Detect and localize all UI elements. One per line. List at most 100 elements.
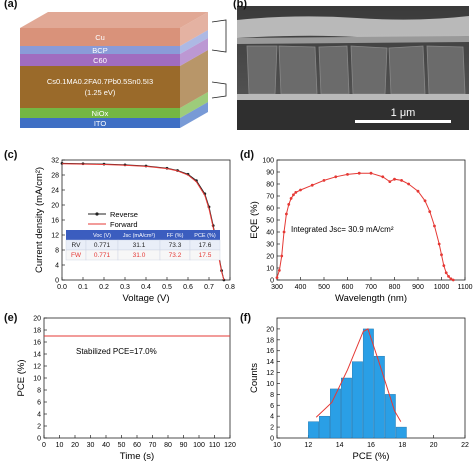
- x-tick-label: 80: [164, 442, 172, 449]
- jv-chart: 0.0 0.1 0.2 0.3 0.4 0.5 0.6 0.7 0.8 0 4 8 12 16 20 24 28…: [34, 158, 235, 305]
- x-tick-label: 16: [367, 442, 375, 449]
- y-tick-label: 12: [33, 364, 41, 371]
- histogram-bar: [319, 415, 330, 439]
- histogram-bar: [395, 426, 407, 439]
- table-header-text: FF (%): [167, 233, 184, 239]
- eqe-curve-point: [451, 278, 455, 282]
- legend-reverse-marker: [95, 212, 99, 216]
- y-tick-label: 24: [51, 188, 59, 195]
- y-tick-label: 18: [33, 328, 41, 335]
- x-tick-label: 110: [209, 442, 220, 449]
- panel-label-d: (d): [240, 149, 255, 161]
- histogram-bar: [362, 328, 374, 439]
- eqe-curve-point: [287, 203, 291, 206]
- eqe-curve-point: [275, 276, 279, 279]
- y-tick-label: 0: [270, 278, 274, 285]
- histogram-bar: [341, 377, 352, 439]
- x-tick-label: 50: [118, 442, 126, 449]
- legend-reverse-label: Reverse: [110, 210, 138, 219]
- plot-frame: [61, 159, 231, 281]
- eqe-curve-point: [449, 277, 453, 281]
- eqe-curve-point: [393, 177, 396, 181]
- x-tick-label: 800: [389, 284, 401, 291]
- x-tick-label: 20: [430, 442, 438, 449]
- table-cell-text: 17.5: [199, 252, 212, 259]
- x-tick-label: 0.6: [183, 284, 193, 291]
- y-axis-label: PCE (%): [16, 360, 27, 397]
- y-tick-label: 10: [266, 266, 274, 273]
- x-tick-label: 100: [193, 442, 205, 449]
- table-cell-text: 0.771: [94, 242, 111, 249]
- x-tick-label: 0.5: [162, 284, 172, 291]
- layer-front-5: [20, 118, 180, 128]
- histogram-bar: [351, 361, 363, 439]
- eqe-curve-point: [444, 271, 448, 275]
- eqe-curve-point: [310, 183, 314, 187]
- y-axis-label: Current density (mA/cm²): [34, 167, 45, 273]
- y-tick-label: 90: [266, 170, 274, 177]
- table-header-text: PCE (%): [194, 233, 216, 239]
- x-tick-label: 0.8: [225, 284, 235, 291]
- pce-histogram-chart: 10 12 14 16 18 20 22 0 2 4 6 8 10 12 14 16 18 20 PCE (%) Co…: [249, 317, 469, 462]
- eqe-curve-point: [433, 224, 436, 228]
- layer-side-1: [180, 30, 208, 54]
- forward-curve: [61, 163, 225, 281]
- y-tick-label: 16: [266, 348, 274, 355]
- eqe-curve-point: [381, 175, 385, 179]
- eqe-curve-point: [334, 175, 338, 179]
- y-tick-label: 14: [266, 359, 274, 366]
- gaussian-fit: [315, 328, 402, 422]
- layer-top-face: [20, 12, 208, 28]
- y-tick-label: 6: [37, 400, 41, 407]
- x-tick-label: 22: [461, 442, 469, 449]
- eqe-curve-point: [442, 264, 446, 267]
- y-tick-label: 12: [51, 233, 59, 240]
- y-tick-label: 4: [270, 414, 274, 421]
- y-tick-label: 80: [266, 182, 274, 189]
- stabilized-pce-chart: 0 10 20 30 40 50 60 70 80 90 100 110 120 0 2 4 6 8 10 12 14 1…: [16, 316, 236, 463]
- scale-bar: [355, 120, 451, 123]
- x-tick-label: 900: [412, 284, 424, 291]
- eqe-curve-point: [423, 199, 427, 203]
- eqe-curve-point: [369, 171, 373, 175]
- x-tick-label: 300: [271, 284, 283, 291]
- x-tick-label: 1100: [457, 284, 472, 291]
- y-tick-label: 60: [266, 206, 274, 213]
- x-tick-label: 20: [71, 442, 79, 449]
- y-tick-label: 0: [55, 278, 59, 285]
- reverse-curve: [61, 162, 225, 281]
- eqe-curve-point: [280, 254, 284, 258]
- y-tick-label: 10: [33, 376, 41, 383]
- y-tick-label: 12: [266, 370, 274, 377]
- x-tick-label: 14: [336, 442, 344, 449]
- y-tick-label: 6: [270, 403, 274, 410]
- eqe-curve-point: [400, 179, 403, 182]
- x-tick-label: 10: [273, 442, 281, 449]
- table-header-cell: [66, 230, 86, 240]
- y-tick-label: 16: [51, 218, 59, 225]
- x-tick-label: 0.0: [57, 284, 67, 291]
- eqe-curve-point: [299, 188, 302, 192]
- layer-label: Cs0.1MA0.2FA0.7Pb0.5Sn0.5I3: [47, 77, 153, 86]
- y-tick-label: 70: [266, 194, 274, 201]
- y-tick-label: 32: [51, 158, 59, 165]
- table-cell-text: 73.2: [169, 252, 182, 259]
- eqe-curve-point: [357, 171, 361, 175]
- layer-front-1: [20, 46, 180, 54]
- y-tick-label: 20: [266, 326, 274, 333]
- x-tick-label: 60: [133, 442, 141, 449]
- y-tick-label: 40: [266, 230, 274, 237]
- eqe-curve-point: [346, 173, 349, 176]
- stabilized-annotation: Stabilized PCE=17.0%: [76, 347, 157, 356]
- layer-front-0: [20, 28, 180, 46]
- layer-side-0: [180, 12, 208, 46]
- y-tick-label: 30: [266, 242, 274, 249]
- layer-label: NiOx: [92, 109, 109, 118]
- layer-side-3: [180, 50, 208, 108]
- layer-sublabel: (1.25 eV): [85, 88, 116, 97]
- x-tick-label: 30: [87, 442, 95, 449]
- eqe-curve-point: [289, 197, 293, 200]
- layer-side-2: [180, 38, 208, 66]
- x-tick-label: 0: [42, 442, 46, 449]
- y-tick-label: 4: [55, 263, 59, 270]
